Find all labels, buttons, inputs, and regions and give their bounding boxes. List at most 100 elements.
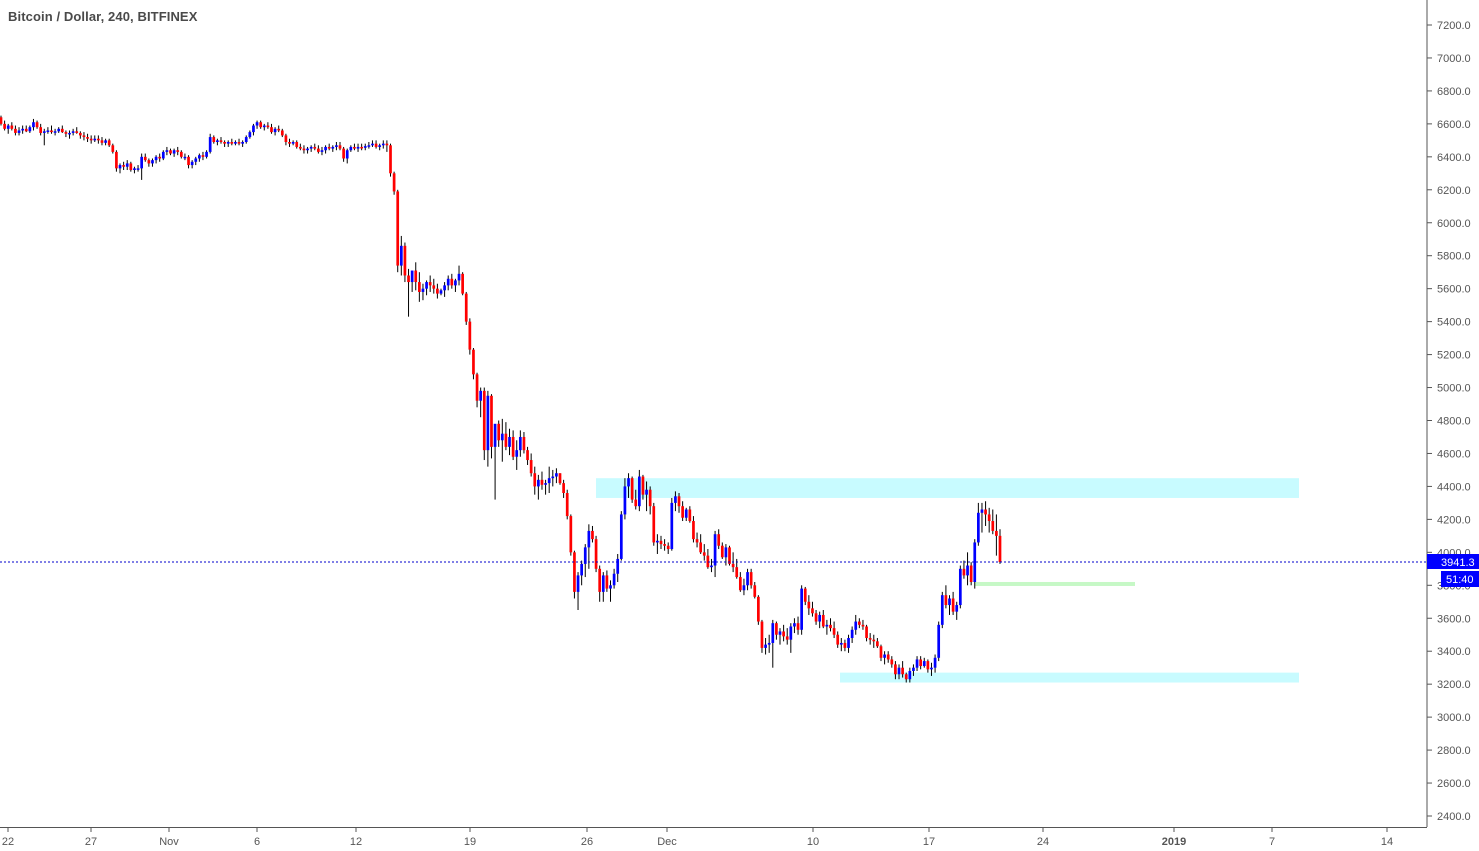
candle-body <box>912 667 915 671</box>
time-label: 2019 <box>1162 836 1186 848</box>
support-line[interactable] <box>975 581 1135 586</box>
candle-body <box>262 125 266 128</box>
candle-body <box>493 423 497 447</box>
candle-body <box>201 155 205 157</box>
candle-body <box>161 151 165 159</box>
candle-body <box>897 667 901 675</box>
candle-body <box>410 270 414 283</box>
candle-body <box>688 509 692 522</box>
candle-body <box>825 624 829 627</box>
candle-body <box>839 642 843 645</box>
candle-body <box>796 623 800 630</box>
price-label: 4800.0 <box>1437 416 1471 428</box>
candle-body <box>270 127 273 133</box>
candle-body <box>472 349 475 375</box>
candle-body <box>857 621 861 625</box>
candle-body <box>908 670 912 680</box>
candle-body <box>569 516 573 553</box>
candle-body <box>998 535 1002 563</box>
price-label: 2800.0 <box>1437 745 1471 757</box>
candle-body <box>443 285 446 291</box>
candle-body <box>237 142 241 144</box>
candle-body <box>374 143 378 147</box>
resistance-zone-rect[interactable] <box>596 478 1299 498</box>
candle-body <box>500 433 504 441</box>
candle-body <box>71 131 75 133</box>
price-label: 4400.0 <box>1437 481 1471 493</box>
candle-body <box>241 142 244 144</box>
candle-body <box>731 563 735 568</box>
candle-body <box>89 138 93 141</box>
time-label: 26 <box>581 836 593 848</box>
time-label: 10 <box>807 836 819 848</box>
candle-body <box>151 160 154 164</box>
time-label: 27 <box>85 836 97 848</box>
price-label: 5000.0 <box>1437 383 1471 395</box>
candle-body <box>634 499 638 507</box>
time-axis[interactable]: 22 27 Nov 6 12 19 26 Dec 10 17 24 2019 7 14 <box>2 827 1393 848</box>
candle-body <box>526 450 529 461</box>
candle-body <box>648 489 652 507</box>
candle-body <box>515 450 519 457</box>
candle-body <box>656 540 659 543</box>
price-label: 4200.0 <box>1437 514 1471 526</box>
candle-body <box>100 140 104 143</box>
candle-body <box>118 165 122 169</box>
candle-body <box>457 273 461 281</box>
candle-body <box>468 321 472 350</box>
price-label: 3600.0 <box>1437 613 1471 625</box>
candle-body <box>187 156 190 166</box>
candle-body <box>641 476 645 495</box>
candle-body <box>396 191 400 266</box>
candle-body <box>807 601 811 609</box>
candle-body <box>190 161 194 166</box>
price-axis[interactable]: 7200.0 7000.0 6800.0 6600.0 6400.0 6200.0 6000… <box>1427 20 1471 823</box>
candle-body <box>728 547 731 564</box>
candle-body <box>154 156 158 161</box>
candle-body <box>764 644 767 648</box>
candle-body <box>659 540 663 545</box>
price-label: 6800.0 <box>1437 86 1471 98</box>
candle-body <box>760 621 764 648</box>
candle-body <box>699 542 703 553</box>
candle-body <box>522 436 526 451</box>
candle-body <box>464 293 468 322</box>
candle-body <box>432 285 436 289</box>
candle-body <box>68 132 71 135</box>
candle-body <box>930 667 933 670</box>
price-label: 3000.0 <box>1437 712 1471 724</box>
candle-body <box>670 502 674 550</box>
candle-body <box>385 143 389 146</box>
price-label: 6200.0 <box>1437 185 1471 197</box>
candle-body <box>601 575 605 592</box>
candle-body <box>623 486 627 515</box>
time-label: 12 <box>350 836 362 848</box>
candle-body <box>674 496 677 503</box>
candle-body <box>176 150 180 152</box>
candle-body <box>436 288 439 294</box>
candle-body <box>904 674 908 680</box>
candle-body <box>17 130 21 133</box>
candle-body <box>706 555 710 568</box>
candle-body <box>951 598 955 612</box>
candle-body <box>284 135 288 143</box>
time-label: 24 <box>1037 836 1049 848</box>
support-zone-rect[interactable] <box>840 672 1299 683</box>
price-label: 7200.0 <box>1437 20 1471 32</box>
candle-body <box>414 270 418 283</box>
candle-body <box>234 142 237 144</box>
candle-body <box>244 137 248 143</box>
candle-body <box>428 282 432 286</box>
chart-title: Bitcoin / Dollar, 240, BITFINEX <box>8 9 198 24</box>
time-label: Dec <box>657 836 677 848</box>
candle-body <box>771 623 775 643</box>
candle-body <box>533 473 537 487</box>
candle-body <box>219 140 223 143</box>
candle-body <box>277 128 281 131</box>
candle-body <box>50 130 53 133</box>
candle-body <box>147 160 151 164</box>
candle-body <box>537 479 540 487</box>
drawing-layer[interactable] <box>596 478 1299 683</box>
candle-body <box>778 631 782 635</box>
